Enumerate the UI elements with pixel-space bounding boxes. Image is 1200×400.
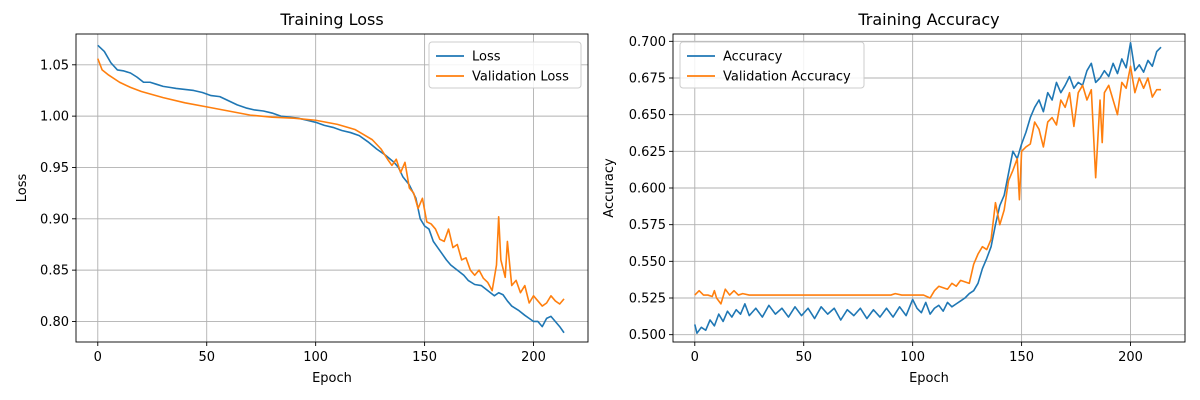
y-tick-label: 0.675 xyxy=(629,72,666,87)
y-tick-label: 1.05 xyxy=(40,58,69,73)
y-tick-label: 0.650 xyxy=(629,108,666,123)
legend: Accuracy Validation Accuracy xyxy=(679,41,865,89)
y-tick-label: 0.600 xyxy=(629,182,666,197)
y-tick-label: 0.700 xyxy=(629,35,666,50)
y-tick-label: 0.525 xyxy=(629,292,666,307)
plot-frame xyxy=(75,33,589,343)
legend-box xyxy=(679,41,865,89)
legend-label: Loss xyxy=(472,50,501,65)
x-axis-label: Epoch xyxy=(909,371,949,386)
legend: Loss Validation Loss xyxy=(428,41,582,89)
x-tick-label: 150 xyxy=(412,350,437,365)
x-tick-label: 50 xyxy=(198,350,215,365)
x-tick-label: 100 xyxy=(303,350,328,365)
x-axis-label: Epoch xyxy=(312,371,352,386)
series-line-validation xyxy=(694,65,1162,305)
x-tick-label: 50 xyxy=(795,350,812,365)
chart-2: 0 50 100 150 200 0.500 0.525 0.550 0.575 0.600 0.6… xyxy=(602,10,1186,386)
y-tick-label: 0.90 xyxy=(40,212,69,227)
x-tick-label: 150 xyxy=(1009,350,1034,365)
series-line-train xyxy=(97,44,565,334)
legend-label: Validation Loss xyxy=(472,70,569,85)
x-tick-label: 0 xyxy=(94,350,102,365)
x-tick-label: 200 xyxy=(521,350,546,365)
y-tick-label: 0.575 xyxy=(629,218,666,233)
y-tick-label: 0.95 xyxy=(40,161,69,176)
x-tick-label: 200 xyxy=(1118,350,1143,365)
series-line-train xyxy=(694,42,1162,334)
y-tick-label: 1.00 xyxy=(40,110,69,125)
y-tick-label: 0.80 xyxy=(40,315,69,330)
y-tick-label: 0.625 xyxy=(629,145,666,160)
x-tick-label: 0 xyxy=(691,350,699,365)
x-tick-label: 100 xyxy=(900,350,925,365)
y-tick-label: 0.85 xyxy=(40,264,69,279)
legend-box xyxy=(428,41,582,89)
legend-label: Validation Accuracy xyxy=(723,70,851,85)
legend-label: Accuracy xyxy=(723,50,783,65)
series-line-validation xyxy=(97,58,565,307)
y-axis-label: Accuracy xyxy=(602,158,617,218)
y-tick-label: 0.500 xyxy=(629,328,666,343)
y-axis-label: Loss xyxy=(15,174,30,203)
y-tick-label: 0.550 xyxy=(629,255,666,270)
chart-title: Training Loss xyxy=(279,10,383,29)
chart-title: Training Accuracy xyxy=(857,10,999,29)
chart-1: 0 50 100 150 200 0.80 0.85 0.90 0.95 1.00 1.05 Trai… xyxy=(15,10,589,386)
